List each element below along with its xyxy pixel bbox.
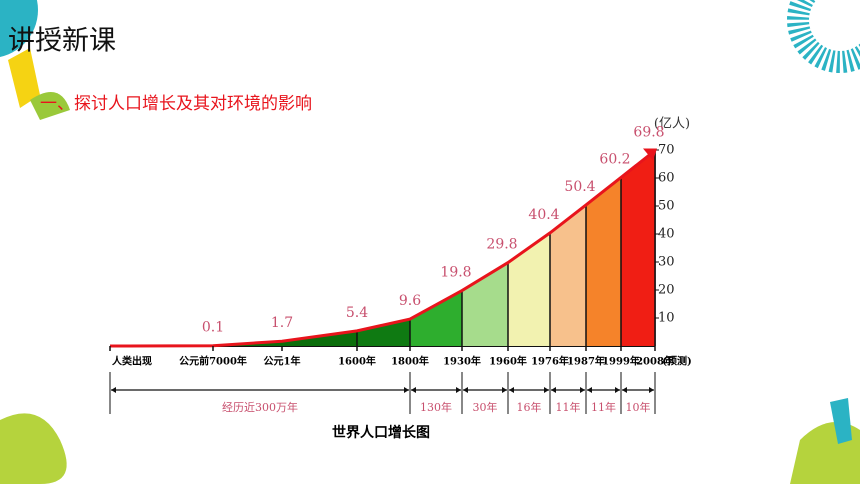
value-label: 19.8 [440, 265, 471, 281]
chart-title: 世界人口增长图 [332, 424, 430, 441]
label-bg [469, 401, 501, 415]
arrow-head [456, 387, 461, 393]
value-label: 0.1 [202, 320, 224, 336]
arrow-head [622, 387, 627, 393]
y-tick-label: 50 [658, 199, 675, 214]
x-tick-label: 2008年 [636, 355, 674, 368]
x-tick-label: 公元1年 [264, 355, 301, 368]
value-label: 29.8 [486, 237, 517, 253]
interval-label: 11年 [591, 400, 616, 414]
area-segment [550, 204, 586, 346]
arrow-head [643, 148, 657, 161]
x-tick-label: 1987年 [567, 355, 605, 368]
label-bg [513, 401, 545, 415]
label-bg [420, 401, 452, 415]
value-label: 1.7 [271, 315, 293, 331]
arrow-head [509, 387, 514, 393]
arrow-head [463, 387, 468, 393]
x-tick-label: 1999年 [602, 355, 640, 368]
y-tick-label: 10 [658, 311, 675, 326]
x-tick-label: 1976年 [531, 355, 569, 368]
value-label: 9.6 [399, 293, 421, 309]
x-tick-label: 公元前7000年 [179, 355, 247, 368]
x-note: (预测) [662, 355, 691, 368]
area-segment [462, 262, 508, 346]
y-tick-label: 40 [658, 227, 675, 242]
value-label: 60.2 [599, 151, 630, 167]
interval-label: 16年 [517, 400, 542, 414]
value-label: 5.4 [346, 305, 368, 321]
value-label: 69.8 [633, 125, 664, 141]
arrow-head [551, 387, 556, 393]
y-tick-label: 70 [658, 143, 675, 158]
interval-label: 30年 [473, 400, 498, 414]
x-tick-label: 人类出现 [112, 355, 152, 368]
slide-title: 讲授新课 [8, 26, 116, 57]
area-segment [621, 150, 655, 346]
arrow-head [544, 387, 549, 393]
area-segment [508, 232, 550, 346]
decor [787, 0, 860, 73]
label-bg [244, 401, 276, 415]
decor [30, 92, 70, 120]
x-tick-label: 1930年 [443, 355, 481, 368]
arrow-head [404, 387, 409, 393]
label-bg [552, 401, 584, 415]
label-bg [587, 401, 620, 415]
x-tick-label: 1600年 [338, 355, 376, 368]
y-unit: (亿人) [654, 117, 690, 132]
interval-label: 130年 [420, 400, 452, 414]
area-segment [586, 177, 621, 346]
arrow-head [649, 387, 654, 393]
decor [0, 413, 67, 484]
arrow-head [587, 387, 592, 393]
x-tick-label: 1960年 [489, 355, 527, 368]
y-tick-label: 60 [658, 171, 675, 186]
y-tick-label: 30 [658, 255, 675, 270]
interval-label: 10年 [626, 400, 651, 414]
x-tick-label: 1800年 [391, 355, 429, 368]
arrow-head [615, 387, 620, 393]
decor [830, 398, 852, 444]
decor [8, 48, 40, 108]
interval-label: 11年 [556, 400, 581, 414]
arrow-head [580, 387, 585, 393]
line [109, 149, 656, 348]
area-segment [357, 319, 410, 346]
arrow-head [411, 387, 416, 393]
y-tick-label: 20 [658, 283, 675, 298]
interval-label: 经历近300万年 [222, 400, 298, 414]
decor [0, 0, 38, 57]
arrow-head [502, 387, 507, 393]
area-segment [410, 290, 462, 346]
label-bg [622, 401, 654, 415]
value-label: 50.4 [564, 179, 595, 195]
value-label: 40.4 [528, 207, 559, 223]
arrow-head [111, 387, 116, 393]
slide-subtitle: 一、探讨人口增长及其对环境的影响 [40, 94, 312, 114]
